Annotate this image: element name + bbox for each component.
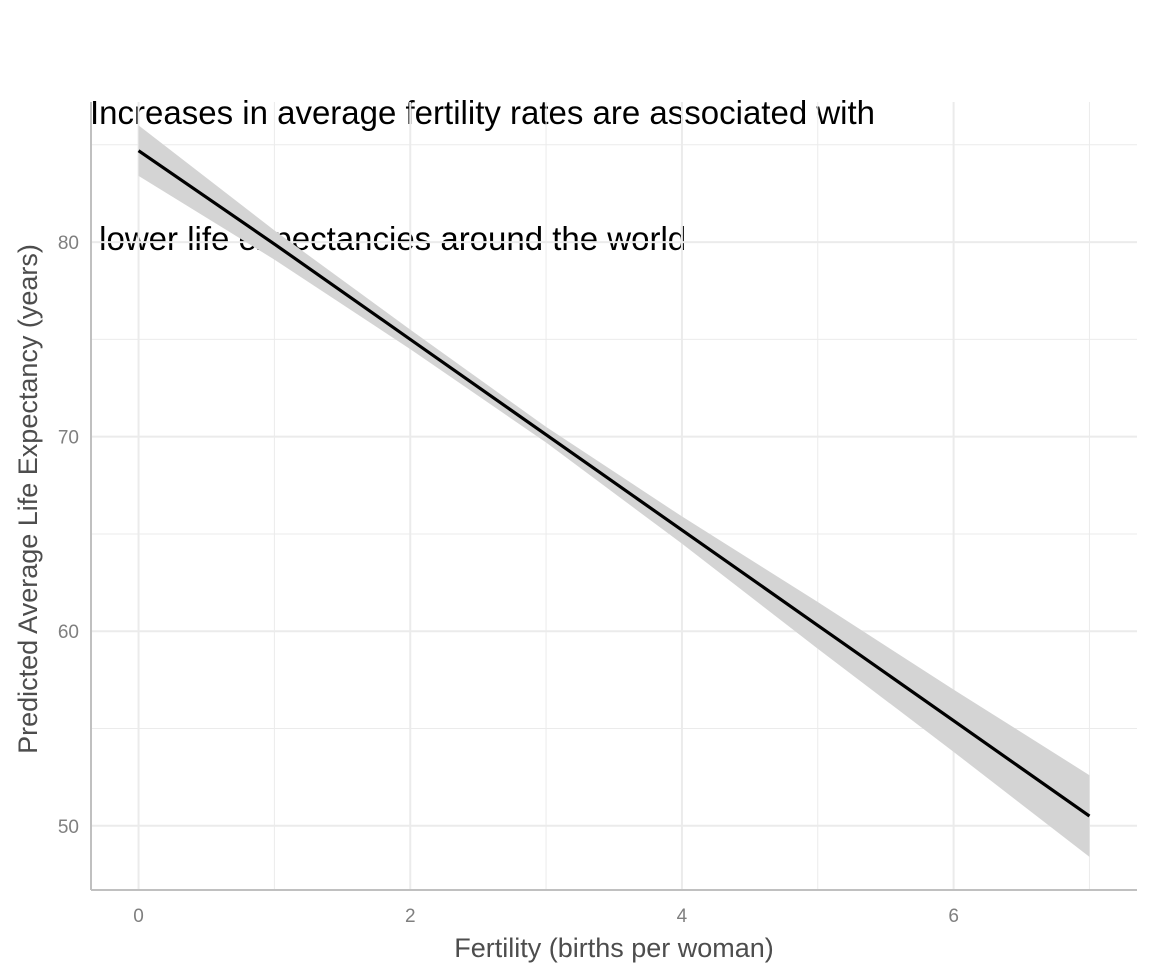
y-tick-label: 50 bbox=[58, 817, 79, 838]
confidence-band bbox=[138, 125, 1090, 857]
fit-line-layer bbox=[137, 149, 1091, 818]
x-axis-title: Fertility (births per woman) bbox=[454, 933, 774, 963]
chart-title-line-1: Increases in average fertility rates are… bbox=[90, 94, 876, 131]
x-tick-label: 2 bbox=[405, 906, 416, 927]
axis-lines bbox=[90, 102, 1137, 891]
x-tick-label: 6 bbox=[948, 906, 959, 927]
y-tick-label: 60 bbox=[58, 622, 79, 643]
y-axis-title: Predicted Average Life Expectancy (years… bbox=[13, 244, 43, 754]
x-tick-labels: 0 2 4 6 bbox=[133, 906, 959, 927]
x-tick-label: 4 bbox=[677, 906, 688, 927]
x-tick-label: 0 bbox=[133, 906, 144, 927]
fit-line bbox=[137, 149, 1091, 818]
y-tick-labels: 50 60 70 80 bbox=[58, 233, 79, 838]
y-tick-label: 70 bbox=[58, 428, 79, 449]
y-tick-label: 80 bbox=[58, 233, 79, 254]
confidence-band-layer bbox=[138, 125, 1090, 857]
